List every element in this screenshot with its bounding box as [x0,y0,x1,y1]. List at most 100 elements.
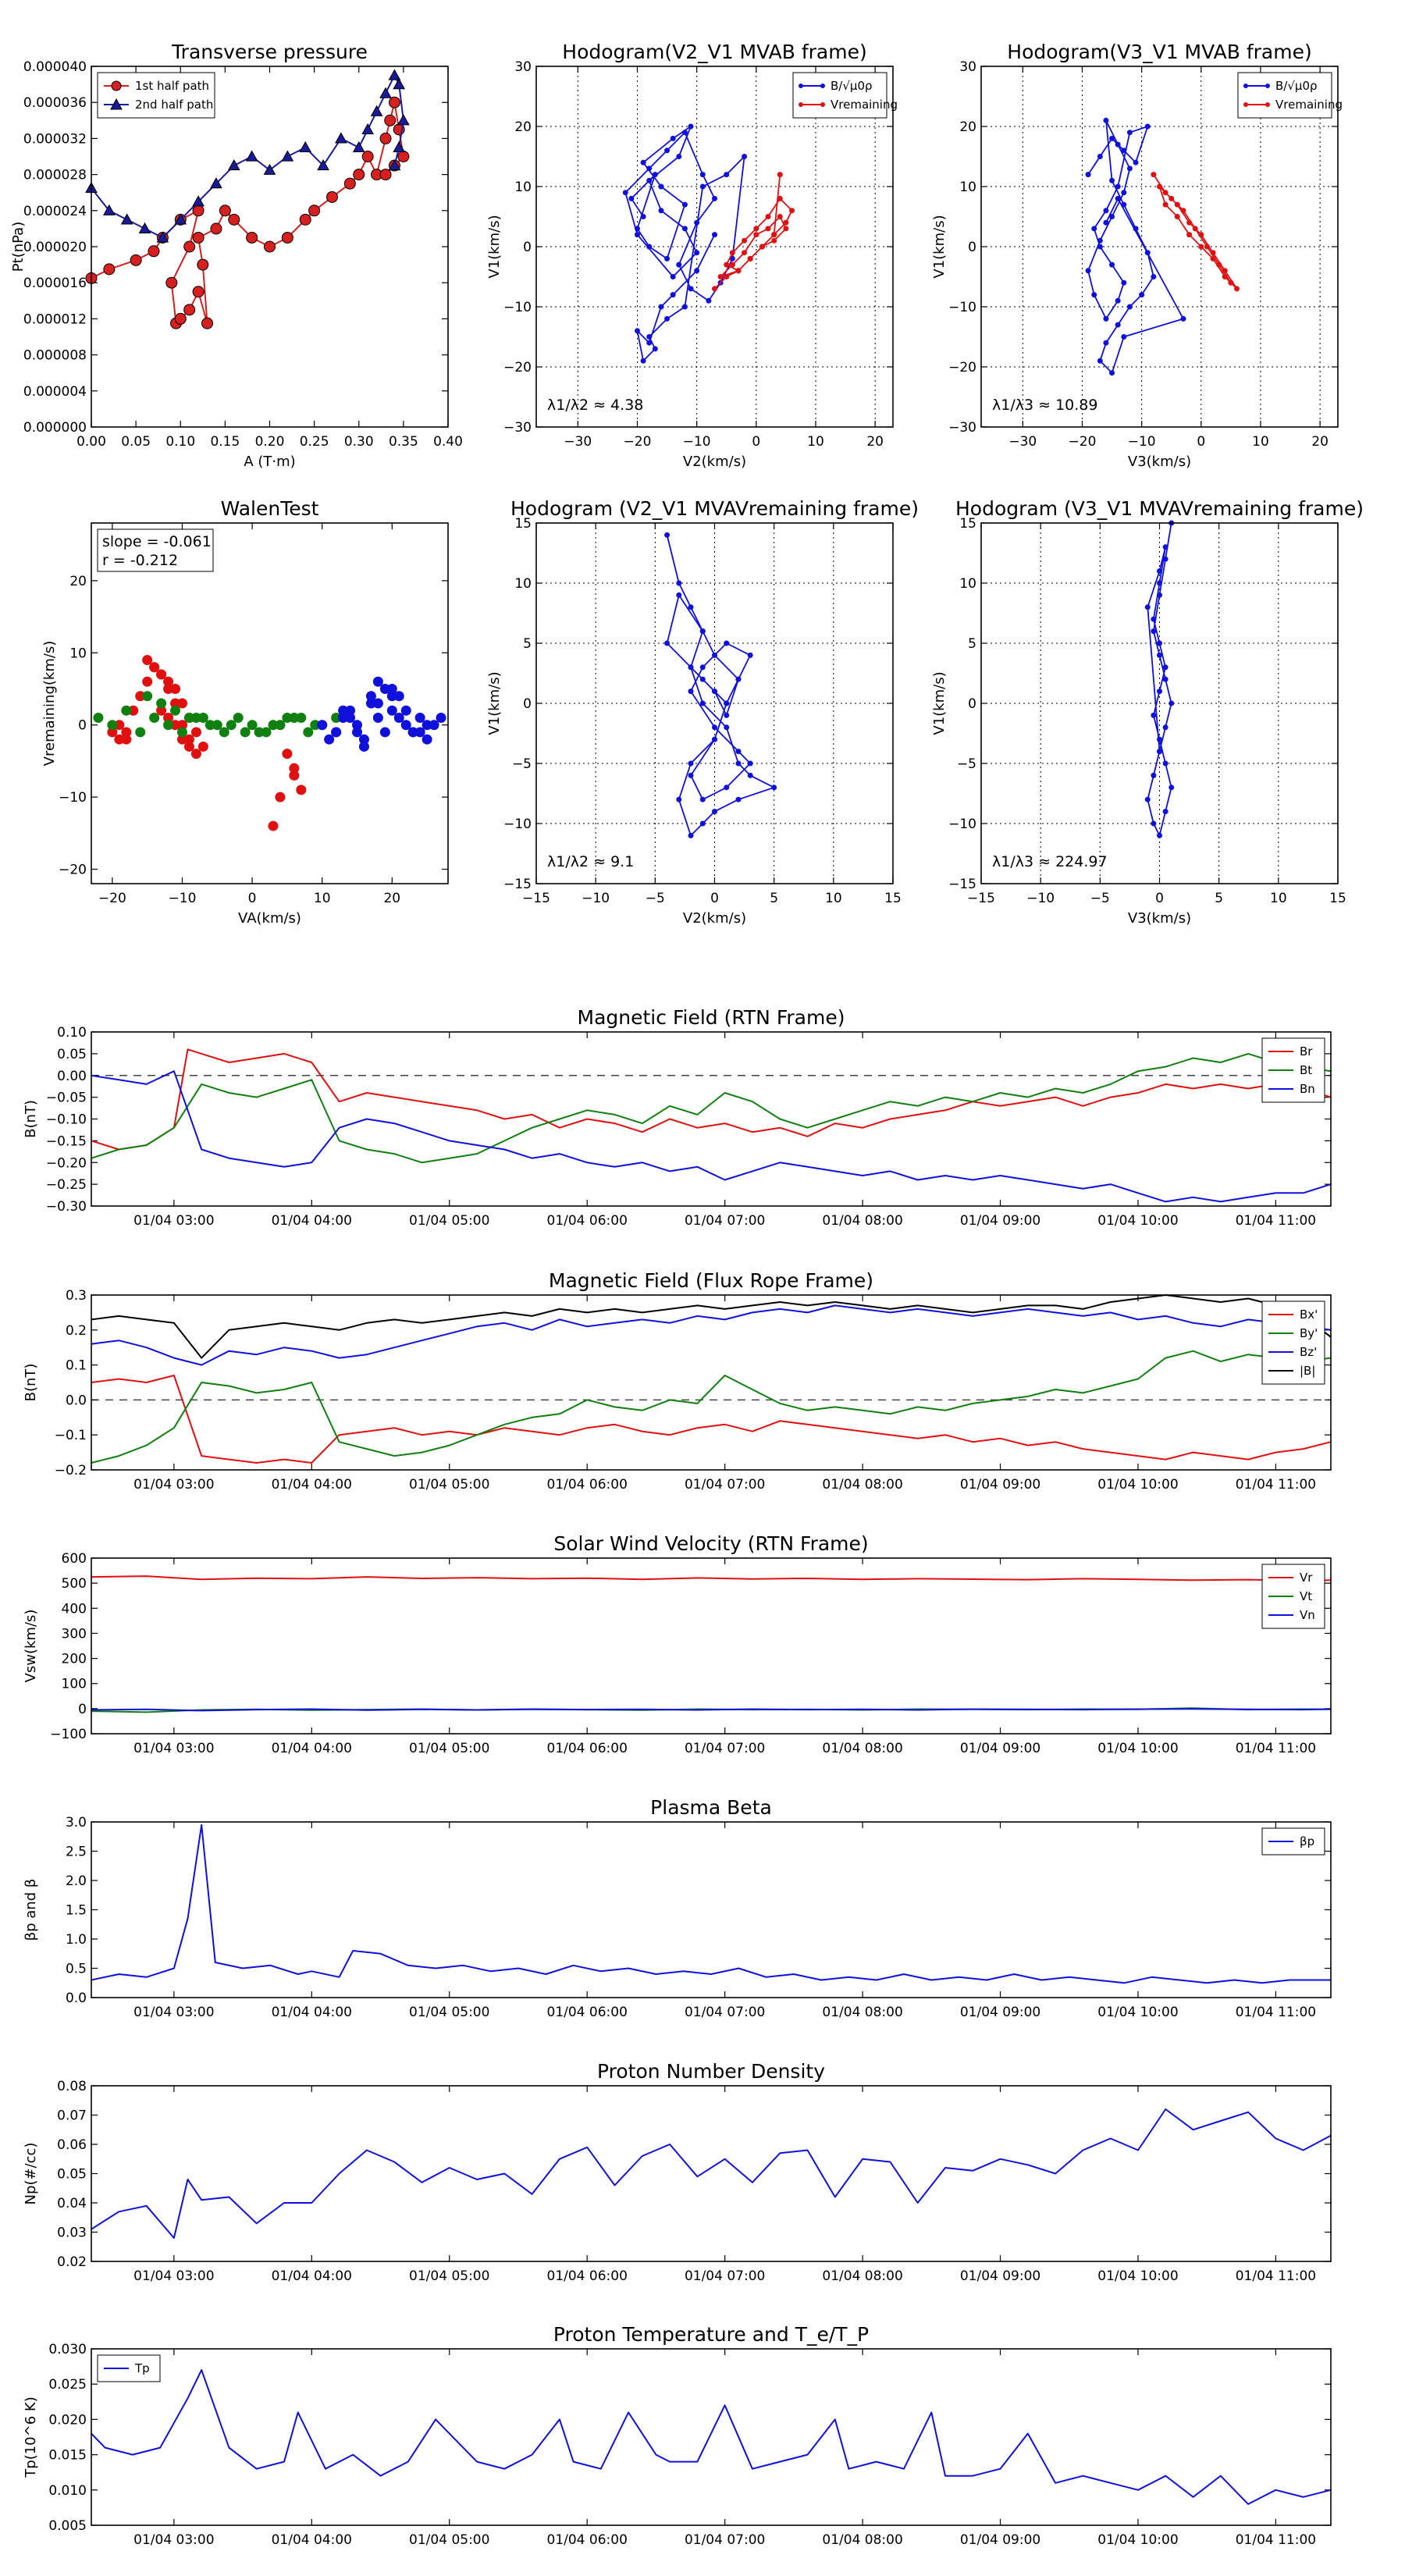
data-point [747,760,753,767]
x-tick-label: 01/04 11:00 [1236,2268,1316,2284]
data-point [227,159,240,171]
data-point [753,232,759,238]
data-point [192,286,205,298]
data-point [640,159,646,165]
data-point [1144,796,1151,802]
data-point [163,712,174,723]
data-point [1103,117,1109,123]
y-tick-label: −20 [948,360,976,375]
x-tick-label: 0.35 [389,434,418,450]
y-tick-label: −5 [512,756,532,772]
data-point [1168,785,1175,791]
legend-label: Vremaining [1275,98,1343,112]
x-tick-label: −10 [683,434,711,450]
data-point [352,727,363,738]
data-point [676,154,682,159]
y-tick-label: 600 [62,1551,87,1567]
y-axis-label: V1(km/s) [931,215,948,278]
y-tick-label: 20 [514,119,532,135]
x-axis-label: VA(km/s) [238,910,301,927]
data-point [1151,820,1157,827]
x-tick-label: 01/04 11:00 [1236,1477,1316,1493]
data-point [130,254,142,266]
data-point [393,712,404,723]
data-point [1091,226,1097,232]
data-point [233,712,244,723]
data-point [664,148,670,154]
y-tick-label: 0.2 [66,1323,87,1339]
data-point [197,741,208,752]
legend-marker [1243,102,1248,107]
data-point [1210,250,1216,256]
data-point [681,201,688,208]
y-tick-label: −100 [50,1727,87,1742]
x-tick-label: −5 [1090,891,1110,906]
y-tick-label: −10 [503,300,532,315]
data-point [724,724,730,731]
data-point [1198,244,1204,250]
data-point [365,698,376,709]
y-tick-label: −0.10 [46,1112,87,1128]
x-tick-label: 01/04 10:00 [1097,1477,1178,1493]
eigen-ratio-label: λ1/λ2 ≈ 9.1 [547,853,634,870]
y-tick-label: 0.07 [57,2108,87,2124]
x-tick-label: 0 [752,434,760,450]
y-tick-label: −10 [503,817,532,832]
y-tick-label: −10 [948,817,976,832]
data-point [103,263,116,276]
data-point [712,688,717,695]
panel-vsw: −100 0 100 200 300 400 500 600 01/04 03:00 01/04 … [23,1532,1332,1756]
data-point [226,720,237,731]
data-point [699,700,706,706]
series-line-0 [91,1048,1332,1151]
y-axis-label: V1(km/s) [931,671,948,735]
data-point [1162,676,1168,682]
data-point [724,785,730,791]
data-point [386,684,397,695]
data-point [1151,616,1157,622]
data-point [688,664,694,671]
data-point [120,213,133,225]
legend: 1st half path 2nd half path [97,72,215,119]
y-tick-label: 0.025 [48,2377,87,2393]
legend-label: B/√μ0ρ [831,79,873,93]
panel-bflux: −0.2 −0.1 0.0 0.1 0.2 0.3 01/04 03:00 01/04 04:… [23,1269,1332,1493]
data-point [681,130,688,136]
data-point [646,165,653,172]
data-point [1097,244,1103,250]
legend-marker [820,102,825,107]
data-point [664,640,670,646]
data-point [1126,130,1133,136]
panel-tp: 0.000000 0.000004 0.000008 0.000012 0.000016… [10,41,463,470]
data-point [658,183,664,190]
data-point [183,741,194,752]
data-point [1174,214,1180,219]
data-point [384,114,397,126]
x-tick-label: 0 [1155,891,1164,906]
series-line-0 [91,101,404,325]
data-point [1109,135,1115,141]
data-point [771,785,777,791]
data-point [299,141,312,153]
data-point [317,159,329,171]
y-tick-label: 500 [62,1576,87,1592]
data-point [142,691,153,702]
data-point [201,317,214,329]
x-tick-label: 01/04 08:00 [822,1477,902,1493]
x-tick-label: 0.20 [255,434,285,450]
data-point [163,720,174,731]
data-point [1157,749,1162,755]
y-tick-label: 15 [514,516,532,532]
data-point [759,244,765,250]
series-line-3 [91,1294,1332,1359]
x-tick-label: 01/04 09:00 [960,2268,1040,2284]
axes-frame [980,522,1339,884]
legend-box [1237,72,1332,119]
legend-label: By' [1300,1326,1318,1340]
series-line-0 [1087,119,1184,374]
data-point [1109,177,1115,183]
data-point [386,691,397,702]
data-point [1186,219,1193,226]
x-tick-label: 5 [1215,891,1223,906]
y-tick-label: 0.000024 [23,204,87,219]
